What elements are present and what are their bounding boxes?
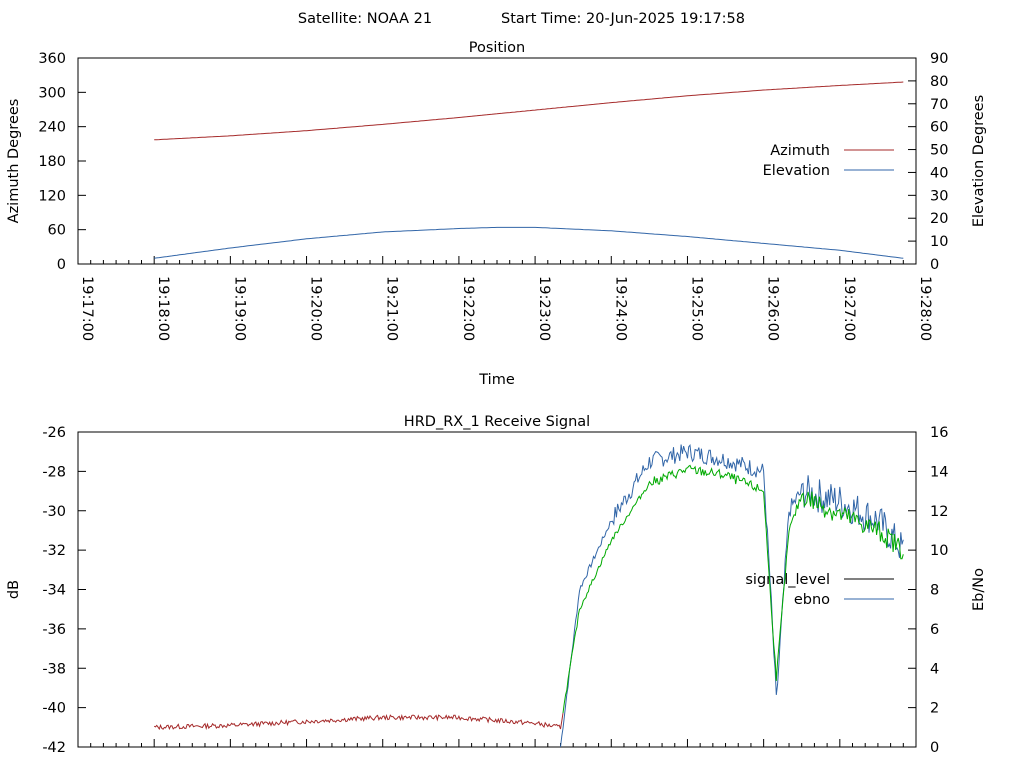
series-line-signal-level-low: [153, 713, 564, 731]
chart-title: Position: [469, 40, 525, 56]
y-axis-label: dB: [6, 580, 22, 599]
plot-frame: [77, 431, 917, 748]
x-tick-label: 19:18:00: [155, 276, 171, 341]
receive-signal-chart: HRD_RX_1 Receive Signal -26 -28 -30 -32 -34 -3…: [6, 414, 987, 756]
x-tick-label: 19:22:00: [460, 276, 476, 341]
y2-tick-label: 70: [930, 97, 948, 113]
y-tick-label: -38: [42, 661, 66, 677]
legend-label: Azimuth: [770, 143, 830, 159]
y2-tick-label: 40: [930, 165, 948, 181]
y-axis-label: Azimuth Degrees: [6, 99, 22, 224]
y2-tick-label: 10: [930, 543, 948, 559]
y2-axis-label: Eb/No: [971, 568, 987, 611]
y2-tick-label: 16: [930, 425, 948, 441]
y2-tick-label: 60: [930, 120, 948, 136]
y-tick-label: -34: [42, 583, 66, 599]
satellite-label: Satellite: NOAA 21: [298, 11, 432, 27]
y-tick-label: 120: [38, 188, 66, 204]
x-tick-label: 19:25:00: [688, 276, 704, 341]
y2-tick-label: 0: [930, 257, 939, 273]
legend-label: Elevation: [763, 163, 830, 179]
x-tick-label: 19:19:00: [231, 276, 247, 341]
x-tick-label: 19:20:00: [308, 276, 324, 341]
y2-tick-label: 90: [930, 51, 948, 67]
x-tick-label: 19:24:00: [612, 276, 628, 341]
y2-tick-label: 0: [930, 740, 939, 756]
y2-tick-label: 50: [930, 143, 948, 159]
y-tick-label: -36: [42, 622, 66, 638]
y-tick-label: 180: [38, 154, 66, 170]
y-tick-label: -26: [42, 425, 66, 441]
y2-tick-label: 12: [930, 504, 948, 520]
y2-tick-label: 8: [930, 583, 939, 599]
y-tick-label: 60: [48, 223, 66, 239]
y-tick-label: 360: [38, 51, 66, 67]
series-line-elevation: [154, 226, 904, 259]
chart-title: HRD_RX_1 Receive Signal: [404, 414, 590, 430]
x-tick-label: 19:28:00: [917, 276, 933, 341]
y-tick-label: 0: [57, 257, 66, 273]
y-tick-label: 300: [38, 85, 66, 101]
y2-tick-label: 4: [930, 661, 939, 677]
y2-tick-label: 6: [930, 622, 939, 638]
x-tick-label: 19:27:00: [841, 276, 857, 341]
y-tick-label: -42: [42, 740, 66, 756]
y-tick-label: 240: [38, 120, 66, 136]
position-chart: Position 0 60 120 180 240 300 360 0 10 20 30 40 50 60 7…: [6, 40, 987, 388]
y-tick-label: -28: [42, 464, 66, 480]
x-tick-label: 19:17:00: [79, 276, 95, 341]
x-axis-label: Time: [478, 372, 515, 388]
y2-tick-label: 20: [930, 211, 948, 227]
y2-tick-label: 10: [930, 234, 948, 250]
y2-tick-label: 2: [930, 701, 939, 717]
x-tick-label: 19:26:00: [765, 276, 781, 341]
legend-label: signal_level: [745, 572, 830, 588]
y2-axis-label: Elevation Degrees: [971, 95, 987, 227]
y2-tick-label: 14: [930, 464, 948, 480]
series-line-ebno: [560, 443, 904, 748]
y2-tick-label: 80: [930, 74, 948, 90]
y-tick-label: -40: [42, 701, 66, 717]
x-tick-label: 19:23:00: [536, 276, 552, 341]
y-tick-label: -30: [42, 504, 66, 520]
y-tick-label: -32: [42, 543, 66, 559]
series-line-azimuth: [154, 81, 904, 141]
x-tick-label: 19:21:00: [384, 276, 400, 341]
y2-tick-label: 30: [930, 188, 948, 204]
start-time-label: Start Time: 20-Jun-2025 19:17:58: [501, 11, 745, 27]
series-line-signal-level-locked: [562, 464, 904, 714]
legend-label: ebno: [794, 592, 830, 608]
